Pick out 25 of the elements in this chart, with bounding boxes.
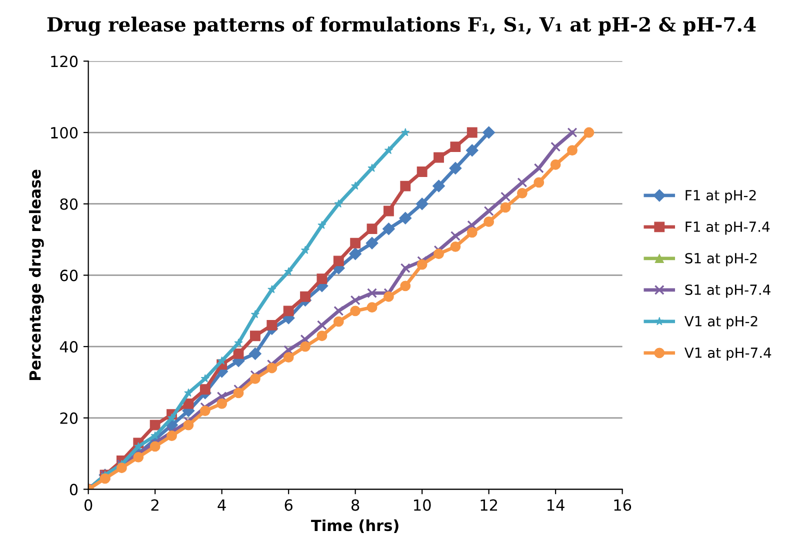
y-tick-label: 100 — [51, 126, 78, 139]
y-axis-title: Percentage drug release — [28, 170, 44, 380]
x-tick-label: 2 — [151, 499, 158, 511]
x-tick-label: 6 — [284, 499, 292, 511]
x-tick-label: 8 — [352, 499, 360, 511]
y-tick-label: 40 — [60, 341, 78, 353]
x-tick-label: 16 — [614, 499, 632, 511]
x-tick-label: 4 — [218, 499, 226, 511]
y-tick-label: 20 — [60, 412, 78, 424]
x-axis-title: Time (hrs) — [311, 519, 398, 533]
legend-label: V1 at pH-2 — [684, 316, 758, 330]
x-tick-label: 14 — [548, 499, 564, 511]
x-tick-label: 10 — [414, 499, 431, 511]
y-tick-label: 120 — [51, 56, 78, 68]
chart-title: Drug release patterns of formulations F₁, S₁, V₁ at pH-2 & pH-7.4 — [47, 16, 756, 36]
legend-label: V1 at pH-7.4 — [684, 348, 772, 361]
y-tick-label: 0 — [70, 484, 78, 496]
legend-label: S1 at pH-2 — [685, 252, 757, 266]
legend-label: S1 at pH-7.4 — [685, 284, 770, 298]
y-tick-label: 80 — [60, 198, 78, 210]
legend-label: F1 at pH-7.4 — [686, 222, 770, 235]
x-tick-label: 12 — [480, 499, 498, 511]
x-tick-label: 0 — [84, 499, 92, 511]
y-tick-label: 60 — [60, 270, 78, 282]
legend-label: F1 at pH-2 — [686, 190, 756, 204]
